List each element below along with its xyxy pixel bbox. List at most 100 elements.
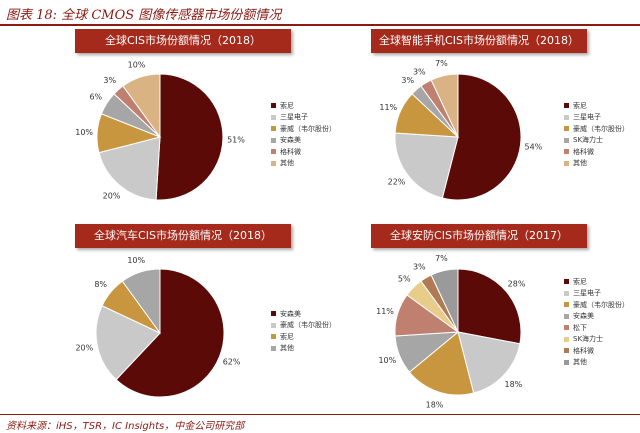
- figure-title: 图表 18: 全球 CMOS 图像传感器市场份额情况: [6, 8, 282, 23]
- pie-value-label-5: 3%: [413, 68, 426, 77]
- legend-label: 豪威（韦尔股份）: [573, 300, 629, 309]
- legend-swatch: [564, 279, 569, 285]
- pie-value-label-8: 7%: [435, 254, 448, 263]
- panel-4-title: 全球安防CIS市场份额情况（2017）: [371, 224, 587, 248]
- legend-item: 格科微: [564, 345, 629, 357]
- pie-value-label-2: 22%: [388, 178, 406, 187]
- pie-chart-global: 51% 20% 10% 6%3% 10%: [75, 61, 245, 201]
- legend-label: 索尼: [573, 101, 587, 110]
- legend-item: 三星电子: [271, 112, 336, 124]
- legend-item: 格科微: [564, 146, 629, 158]
- legend-item: 三星电子: [564, 288, 629, 300]
- legend-item: 松下: [564, 322, 629, 334]
- legend-label: 松下: [573, 323, 587, 332]
- legend-item: 豪威（韦尔股份）: [564, 299, 629, 311]
- pie-value-label-4: 10%: [378, 356, 396, 365]
- pie-value-label-4: 3%: [401, 76, 414, 85]
- pie-value-label-3: 18%: [426, 400, 444, 409]
- legend-label: 豪威（韦尔股份）: [280, 124, 336, 133]
- legend-label: 豪威（韦尔股份）: [280, 321, 336, 330]
- legend-item: 豪威（韦尔股份）: [564, 123, 629, 135]
- pie-value-label-2: 20%: [103, 192, 121, 201]
- legend-item: 索尼: [564, 100, 629, 112]
- pie-value-label-6: 5%: [398, 274, 411, 283]
- panel-3-title: 全球汽车CIS市场份额情况（2018）: [75, 224, 291, 248]
- legend-global: 索尼三星电子豪威（韦尔股份） 安森美格科微其他: [271, 100, 336, 169]
- legend-item: 其他: [271, 158, 336, 170]
- legend-item: 其他: [271, 343, 336, 355]
- legend-label: 索尼: [280, 101, 294, 110]
- legend-swatch: [271, 114, 276, 120]
- pie-value-label-3: 11%: [379, 103, 397, 112]
- pie-value-label-2: 18%: [505, 380, 523, 389]
- legend-swatch: [564, 325, 569, 331]
- source-note: 资料来源：iHS，TSR，IC Insights，中金公司研究部: [6, 421, 245, 432]
- legend-item: 其他: [564, 158, 629, 170]
- pie-slice-3: [408, 331, 475, 396]
- pie-value-label-6: 10%: [128, 61, 146, 70]
- legend-automotive: 安森美 豪威（韦尔股份） 索尼其他: [271, 308, 336, 354]
- legend-label: 安森美: [280, 136, 301, 145]
- legend-swatch: [271, 311, 276, 317]
- legend-item: 格科微: [271, 146, 336, 158]
- pie-value-label-3: 8%: [94, 280, 107, 289]
- legend-swatch: [271, 137, 276, 143]
- legend-item: 安森美: [271, 135, 336, 147]
- legend-label: 索尼: [280, 332, 294, 341]
- pie-slice-4: [121, 268, 161, 335]
- pie-slice-8: [430, 268, 459, 333]
- pie-value-label-2: 20%: [75, 343, 93, 352]
- legend-label: 三星电子: [573, 113, 601, 122]
- pie-value-label-1: 28%: [508, 280, 526, 289]
- legend-label: SK海力士: [573, 136, 604, 145]
- top-rule: [0, 24, 640, 26]
- legend-label: 格科微: [280, 147, 301, 156]
- legend-item: 安森美: [271, 308, 336, 320]
- legend-swatch: [271, 126, 276, 132]
- pie-slice-1: [115, 268, 225, 398]
- pie-chart-smartphone: 54% 22% 11% 3%3% 7%: [379, 59, 543, 201]
- legend-swatch: [564, 290, 569, 296]
- legend-swatch: [271, 149, 276, 155]
- pie-slice-2: [98, 136, 161, 201]
- pie-slice-2: [95, 305, 161, 381]
- legend-item: 索尼: [271, 331, 336, 343]
- legend-swatch: [564, 149, 569, 155]
- legend-item: 豪威（韦尔股份）: [271, 123, 336, 135]
- legend-swatch: [564, 359, 569, 365]
- legend-swatch: [564, 348, 569, 354]
- legend-label: 索尼: [573, 277, 587, 286]
- legend-label: 豪威（韦尔股份）: [573, 124, 629, 133]
- legend-swatch: [564, 114, 569, 120]
- legend-label: 三星电子: [280, 113, 308, 122]
- legend-swatch: [564, 103, 569, 109]
- pie-value-label-4: 6%: [89, 92, 102, 101]
- legend-swatch: [564, 336, 569, 342]
- pie-value-label-3: 10%: [75, 128, 93, 137]
- legend-swatch: [271, 160, 276, 166]
- panel-1-title: 全球CIS市场份额情况（2018）: [75, 29, 291, 53]
- legend-swatch: [271, 345, 276, 351]
- legend-swatch: [271, 103, 276, 109]
- legend-label: 其他: [280, 344, 294, 353]
- pie-chart-security: 28% 18% 18% 10% 11% 5%3% 7%: [376, 254, 526, 409]
- legend-swatch: [564, 160, 569, 166]
- legend-swatch: [564, 302, 569, 308]
- legend-item: 豪威（韦尔股份）: [271, 320, 336, 332]
- legend-label: 格科微: [573, 346, 594, 355]
- legend-label: 其他: [280, 159, 294, 168]
- legend-swatch: [564, 313, 569, 319]
- pie-value-label-1: 62%: [223, 357, 241, 366]
- legend-item: 安森美: [564, 311, 629, 323]
- legend-label: 其他: [573, 159, 587, 168]
- legend-label: 其他: [573, 358, 587, 367]
- pie-slice-1: [441, 73, 522, 201]
- legend-item: 索尼: [271, 100, 336, 112]
- pie-value-label-1: 51%: [227, 135, 245, 144]
- pie-value-label-6: 7%: [435, 59, 448, 68]
- legend-label: 安森美: [573, 312, 594, 321]
- pie-slice-6: [430, 73, 459, 138]
- pie-value-label-1: 54%: [525, 143, 543, 152]
- legend-item: SK海力士: [564, 334, 629, 346]
- panel-2-title: 全球智能手机CIS市场份额情况（2018）: [371, 29, 587, 53]
